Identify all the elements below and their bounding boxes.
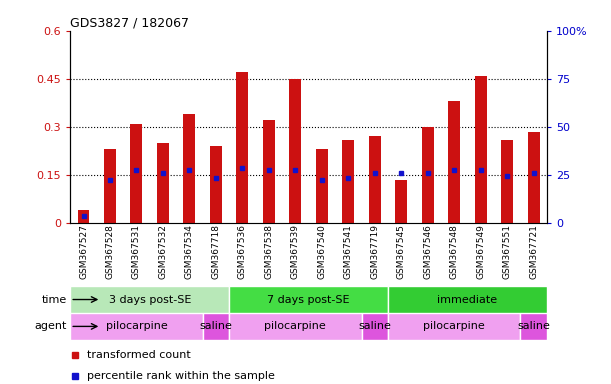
- Text: 7 days post-SE: 7 days post-SE: [267, 295, 350, 305]
- Bar: [290, 79, 301, 223]
- Text: saline: saline: [199, 321, 232, 331]
- Bar: [263, 120, 275, 223]
- Bar: [422, 127, 434, 223]
- Bar: [521, 313, 547, 340]
- Bar: [70, 313, 203, 340]
- Bar: [362, 313, 388, 340]
- Bar: [104, 149, 116, 223]
- Bar: [475, 76, 486, 223]
- Text: transformed count: transformed count: [87, 350, 191, 360]
- Bar: [203, 313, 229, 340]
- Text: GDS3827 / 182067: GDS3827 / 182067: [70, 17, 189, 30]
- Text: pilocarpine: pilocarpine: [265, 321, 326, 331]
- Bar: [369, 136, 381, 223]
- Bar: [448, 101, 460, 223]
- Text: immediate: immediate: [437, 295, 497, 305]
- Bar: [342, 139, 354, 223]
- Bar: [229, 286, 388, 313]
- Bar: [388, 286, 547, 313]
- Bar: [210, 146, 222, 223]
- Bar: [70, 286, 229, 313]
- Bar: [395, 180, 407, 223]
- Bar: [501, 139, 513, 223]
- Text: percentile rank within the sample: percentile rank within the sample: [87, 371, 275, 381]
- Text: pilocarpine: pilocarpine: [106, 321, 167, 331]
- Bar: [528, 132, 540, 223]
- Bar: [229, 313, 362, 340]
- Text: time: time: [42, 295, 67, 305]
- Bar: [131, 124, 142, 223]
- Bar: [183, 114, 196, 223]
- Text: saline: saline: [358, 321, 391, 331]
- Text: agent: agent: [35, 321, 67, 331]
- Bar: [388, 313, 521, 340]
- Bar: [236, 72, 248, 223]
- Bar: [316, 149, 327, 223]
- Text: pilocarpine: pilocarpine: [423, 321, 485, 331]
- Bar: [78, 210, 89, 223]
- Bar: [157, 143, 169, 223]
- Text: 3 days post-SE: 3 days post-SE: [109, 295, 191, 305]
- Text: saline: saline: [517, 321, 550, 331]
